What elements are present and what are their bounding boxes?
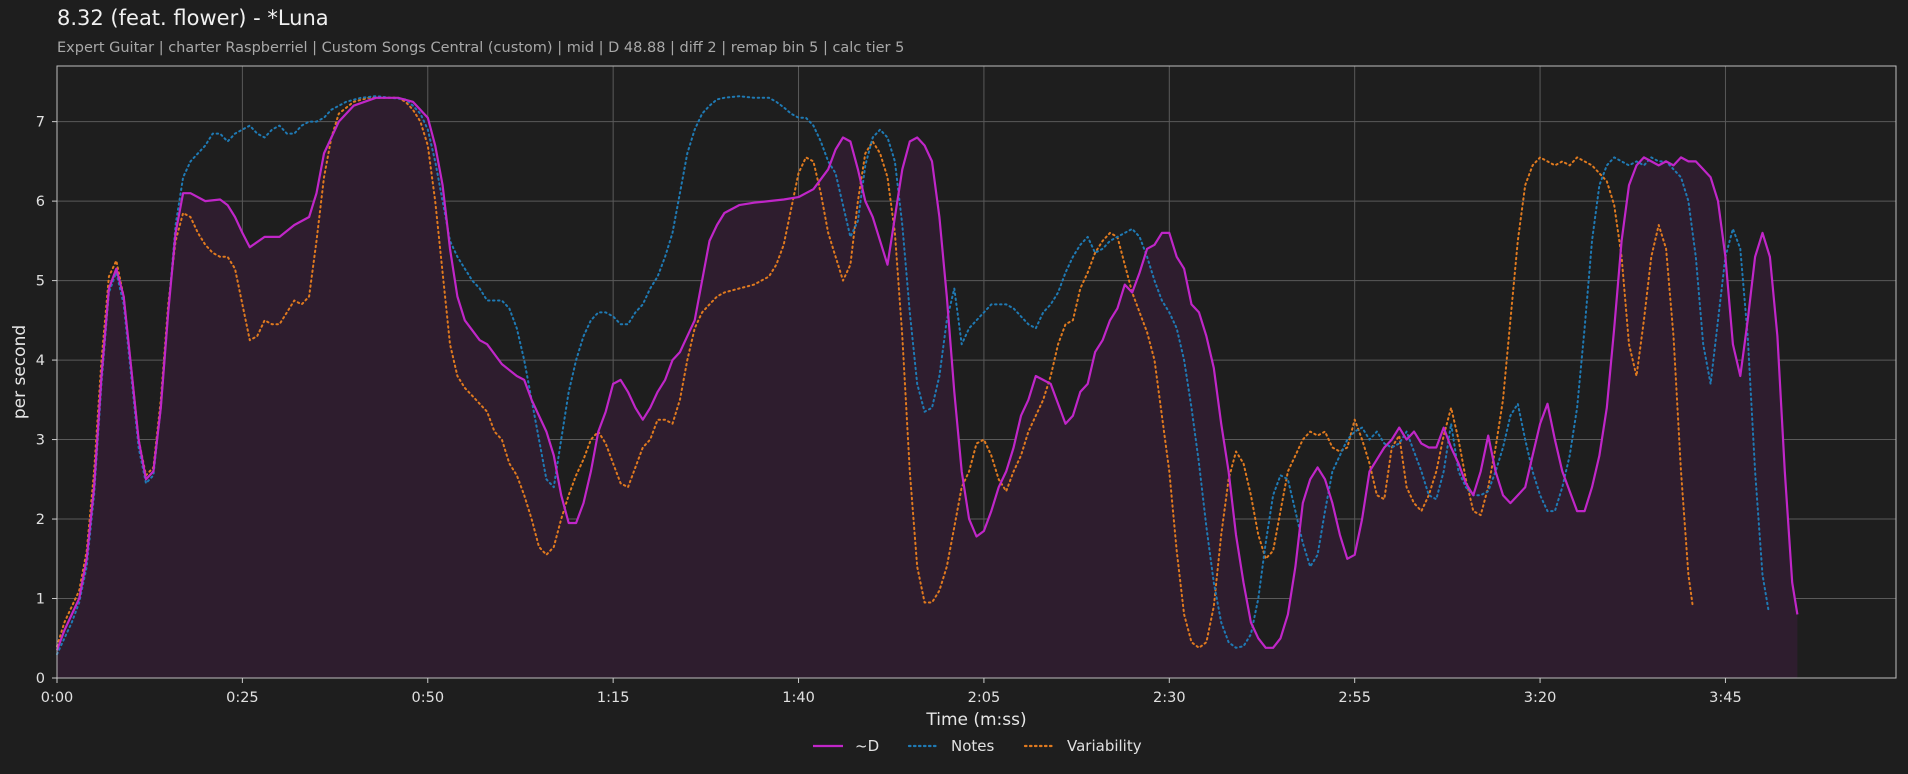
x-tick-label: 3:45 bbox=[1709, 690, 1742, 706]
x-tick-label: 0:25 bbox=[226, 690, 259, 706]
chart-subtitle: Expert Guitar | charter Raspberriel | Cu… bbox=[57, 40, 905, 56]
chart-title: 8.32 (feat. flower) - *Luna bbox=[57, 6, 329, 30]
variability-series-line bbox=[56, 96, 1694, 649]
y-tick-label: 3 bbox=[36, 433, 45, 449]
x-axis-ticks: 0:00 0:25 0:50 1:15 1:40 2:05 2:30 2:55 3:20 3:45 bbox=[41, 678, 1742, 706]
x-tick-label: 1:40 bbox=[782, 690, 815, 706]
x-tick-label: 0:00 bbox=[41, 690, 74, 706]
legend-label: ~D bbox=[855, 737, 879, 755]
legend-label: Variability bbox=[1067, 737, 1142, 755]
x-tick-label: 0:50 bbox=[411, 690, 444, 706]
d-series-line bbox=[55, 96, 1799, 651]
x-tick-label: 2:55 bbox=[1338, 690, 1371, 706]
plot-frame bbox=[56, 65, 1897, 679]
y-axis-label: per second bbox=[10, 325, 30, 419]
x-tick-label: 2:05 bbox=[968, 690, 1001, 706]
y-tick-label: 6 bbox=[36, 194, 45, 210]
x-tick-label: 2:30 bbox=[1153, 690, 1186, 706]
y-tick-label: 4 bbox=[36, 353, 45, 369]
legend-label: Notes bbox=[951, 737, 995, 755]
x-tick-label: 1:15 bbox=[597, 690, 630, 706]
x-axis-label: Time (m:ss) bbox=[925, 710, 1026, 730]
y-tick-label: 0 bbox=[36, 671, 45, 687]
d-series-area bbox=[57, 97, 1798, 679]
y-tick-label: 7 bbox=[36, 115, 45, 131]
legend: ~D Notes Variability bbox=[813, 737, 1142, 755]
y-tick-label: 1 bbox=[36, 592, 45, 608]
y-axis-ticks: 0 1 2 3 4 5 6 7 bbox=[36, 115, 57, 687]
y-tick-label: 2 bbox=[36, 512, 45, 528]
x-tick-label: 3:20 bbox=[1524, 690, 1557, 706]
notes-series-line bbox=[56, 95, 1770, 656]
y-tick-label: 5 bbox=[36, 274, 45, 290]
